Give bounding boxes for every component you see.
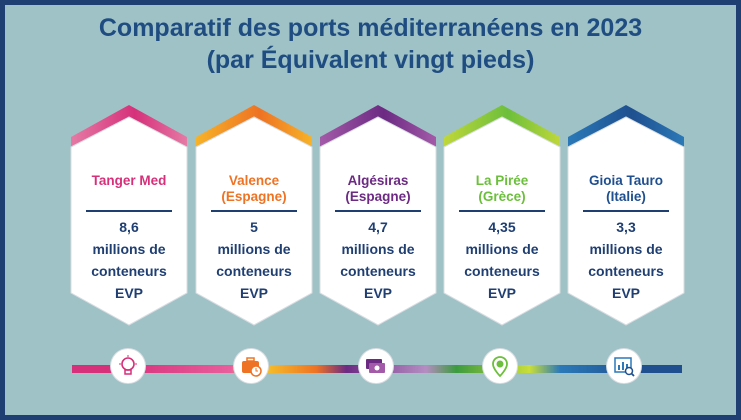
volume-unit-3: EVP — [487, 285, 516, 301]
port-name-line: (Italie) — [606, 189, 646, 204]
volume-unit-3: EVP — [611, 285, 640, 301]
volume-unit-2: conteneurs — [464, 263, 540, 279]
port-card: Gioia Tauro (Italie) 3,3 millions de contene… — [567, 103, 685, 327]
volume-unit-1: millions de — [589, 241, 663, 257]
money-icon — [359, 349, 393, 383]
port-volume: 5 millions de conteneurs EVP — [199, 216, 309, 304]
location-pin-icon — [483, 349, 517, 383]
volume-unit-1: millions de — [217, 241, 291, 257]
volume-unit-2: conteneurs — [91, 263, 167, 279]
volume-unit-3: EVP — [114, 285, 143, 301]
briefcase-clock-icon — [234, 349, 268, 383]
port-name-line: Algésiras — [347, 173, 409, 188]
chart-magnifier-icon — [607, 349, 641, 383]
volume-unit-1: millions de — [341, 241, 415, 257]
divider — [86, 210, 172, 212]
title-line-2: (par Équivalent vingt pieds) — [206, 46, 535, 74]
port-volume: 4,7 millions de conteneurs EVP — [323, 216, 433, 304]
port-name-line: (Grèce) — [478, 189, 526, 204]
port-volume: 3,3 millions de conteneurs EVP — [571, 216, 681, 304]
infographic-title: Comparatif des ports méditerranéens en 2… — [0, 12, 741, 76]
volume-unit-3: EVP — [239, 285, 268, 301]
port-name: Valence (Espagne) — [199, 173, 309, 205]
volume-number: 3,3 — [616, 219, 636, 235]
port-volume: 4,35 millions de conteneurs EVP — [447, 216, 557, 304]
port-card: La Pirée (Grèce) 4,35 millions de conteneurs… — [443, 103, 561, 327]
lightbulb-icon — [111, 349, 145, 383]
volume-number: 5 — [250, 219, 258, 235]
volume-unit-3: EVP — [363, 285, 392, 301]
port-name: Gioia Tauro (Italie) — [571, 173, 681, 205]
port-card: Valence (Espagne) 5 millions de conteneurs EV… — [195, 103, 313, 327]
volume-number: 4,7 — [368, 219, 388, 235]
divider — [335, 210, 421, 212]
title-line-1: Comparatif des ports méditerranéens en 2… — [98, 14, 643, 42]
port-name-line: Gioia Tauro — [588, 173, 663, 188]
port-name: Tanger Med — [74, 173, 184, 189]
port-name-line: La Pirée — [475, 173, 529, 188]
divider — [211, 210, 297, 212]
port-name: Algésiras (Espagne) — [323, 173, 433, 205]
volume-unit-2: conteneurs — [216, 263, 292, 279]
port-name-line: (Espagne) — [345, 189, 411, 204]
volume-unit-1: millions de — [465, 241, 539, 257]
port-name-line: Tanger Med — [91, 173, 167, 188]
volume-number: 8,6 — [119, 219, 139, 235]
port-card: Tanger Med 8,6 millions de conteneurs EVP — [70, 103, 188, 327]
volume-unit-2: conteneurs — [340, 263, 416, 279]
divider — [459, 210, 545, 212]
volume-number: 4,35 — [488, 219, 516, 235]
volume-unit-1: millions de — [92, 241, 166, 257]
port-name-line: Valence — [228, 173, 280, 188]
port-name-line: (Espagne) — [221, 189, 287, 204]
divider — [583, 210, 669, 212]
port-name: La Pirée (Grèce) — [447, 173, 557, 205]
volume-unit-2: conteneurs — [588, 263, 664, 279]
port-volume: 8,6 millions de conteneurs EVP — [74, 216, 184, 304]
port-card: Algésiras (Espagne) 4,7 millions de conteneu… — [319, 103, 437, 327]
